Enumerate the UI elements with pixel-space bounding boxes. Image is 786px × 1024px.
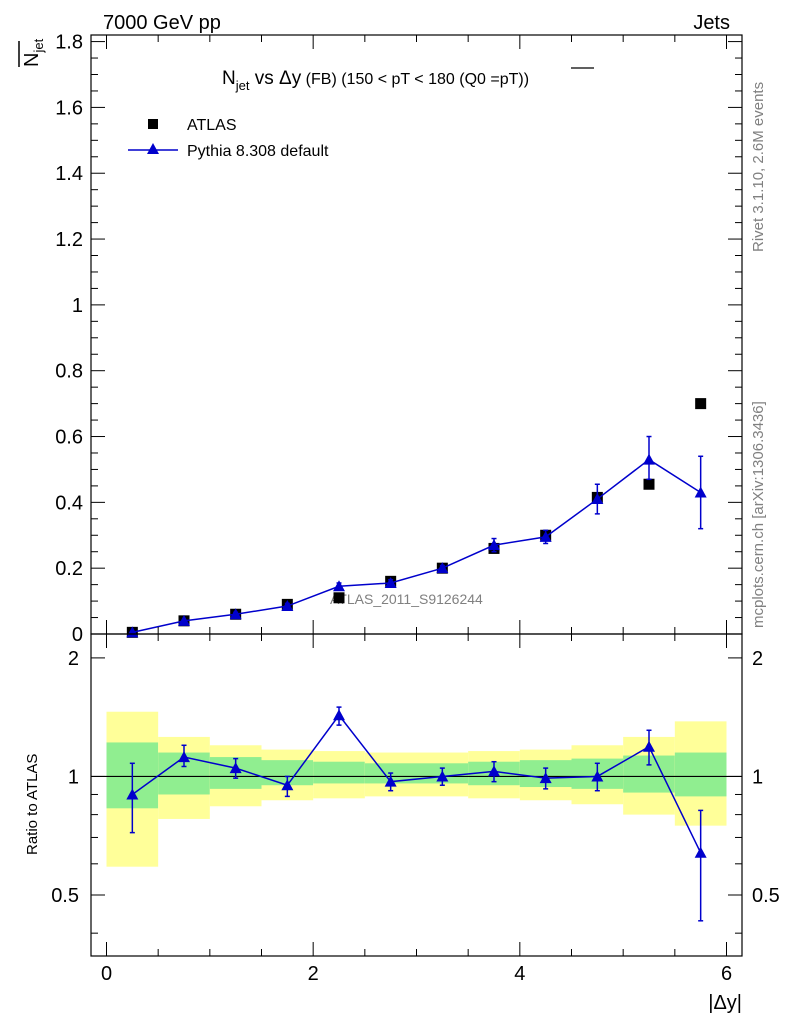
pythia-point [591,493,604,505]
ratio-band-inner [313,761,365,784]
pythia-point [126,626,139,638]
main-y-tick-label: 0.8 [55,361,83,383]
main-y-label-sub: jet [31,38,46,53]
process-label: Jets [693,12,730,34]
ratio-point [384,775,397,787]
title-vs: vs Δy [249,68,301,89]
legend-pythia-label: Pythia 8.308 default [187,143,329,160]
pythia-point [436,562,449,574]
ratio-x-tick-label: 4 [514,963,525,985]
legend: ATLAS Pythia 8.308 default [128,117,329,160]
ratio-x-label: |Δy| [708,992,742,1014]
main-y-tick-label: 0.4 [55,492,83,514]
ratio-point [126,788,139,800]
ratio-y-tick-label: 0.5 [51,885,79,907]
ratio-marks [126,706,707,922]
ratio-x-tick-label: 2 [308,963,319,985]
legend-pythia-marker [147,143,159,154]
svg-text:Njet vs Δy (FB) (150 < pT < 18: Njet vs Δy (FB) (150 < pT < 180 (Q0 =pT)… [222,68,529,93]
ratio-y-tick-label: 2 [68,648,79,670]
ratio-y-tick-label: 1 [68,766,79,788]
main-y-label-n: N [21,53,43,67]
ratio-point [539,772,552,784]
legend-atlas-marker [148,119,158,129]
pythia-point [643,453,655,465]
pythia-point [488,539,500,551]
legend-atlas-label: ATLAS [187,117,237,134]
main-title: Njet vs Δy (FB) (150 < pT < 180 (Q0 =pT)… [222,67,594,93]
title-close: )) [518,71,529,88]
title-pt-bar: pT [500,71,519,88]
ratio-x-tick-label: 0 [101,963,112,985]
title-cut: (150 < pT < 180 (Q0 = [341,71,499,88]
title-fb: (FB) [301,71,341,88]
main-y-tick-label: 0.6 [55,427,83,449]
pythia-point [333,580,345,592]
main-y-label: Njet [18,38,46,67]
ratio-point [333,709,345,721]
pythia-point [178,614,190,626]
title-n: N [222,68,236,89]
ratio-y-tick-label-right: 2 [752,648,763,670]
pythia-point [539,530,552,542]
main-y-tick-label: 1.4 [55,163,83,185]
ratio-point [591,770,604,782]
pythia-point [384,576,397,588]
ratio-x-tick-label: 6 [721,963,732,985]
main-y-tick-label: 1 [72,295,83,317]
ratio-y-tick-label-right: 0.5 [752,885,780,907]
ratio-plot-frame [90,633,743,957]
pythia-point [694,486,707,498]
pythia-line [132,458,702,634]
ratio-band-inner [674,752,727,797]
atlas-point [643,478,655,490]
main-y-tick-label: 0 [72,624,83,646]
ratio-point [643,740,655,752]
energy-label: 7000 GeV pp [103,12,221,34]
ratio-point [178,751,190,763]
rivet-version-label: Rivet 3.1.10, 2.6M events [750,82,767,252]
atlas-point [695,398,707,410]
svg-text:Njet: Njet [21,38,46,67]
atlas-point [333,592,345,604]
title-n-sub: jet [235,78,250,93]
analysis-watermark: ATLAS_2011_S9126244 [330,591,483,607]
ratio-line [131,714,702,854]
main-y-tick-label: 1.8 [55,32,83,54]
axes: 00.20.40.60.811.21.41.61.80 2 4 60.5 0.51 12 2 [51,32,780,985]
ratio-point [488,765,500,777]
ratio-point [229,762,242,774]
main-y-tick-label: 1.6 [55,97,83,119]
ratio-point [694,846,707,858]
pythia-point [229,608,242,620]
ratio-bands [91,711,742,867]
ratio-y-tick-label-right: 1 [752,766,763,788]
ratio-point [281,779,294,791]
main-marks [126,398,707,638]
pythia-point [281,600,294,612]
main-y-tick-label: 0.2 [55,558,83,580]
main-y-tick-label: 1.2 [55,229,83,251]
mcplots-label: mcplots.cern.ch [arXiv:1306.3436] [750,401,767,628]
ratio-y-label: Ratio to ATLAS [24,754,41,855]
ratio-point [436,770,449,782]
